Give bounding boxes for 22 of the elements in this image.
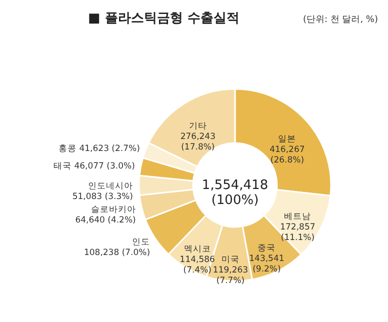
data-label: 114,586 (7.4%) [180, 255, 215, 276]
text: 1,554,418 (100%) [202, 178, 268, 208]
data-label: 416,267 (26.8%) [270, 144, 305, 166]
slice-label: 홍콩 41,623 (2.7%) [58, 144, 140, 154]
data-label: 119,263 (7.7%) [212, 265, 248, 286]
chart-title: ■ 플라스틱금형 수출실적 [88, 11, 240, 26]
data-label: 276,243 (17.8%) [180, 132, 216, 153]
slice-label: 태국 46,077 (3.0%) [54, 161, 135, 172]
slice-label: 일본 [278, 134, 296, 144]
slice-label: 기타 [188, 122, 207, 132]
data-label: 108,238 (7.0%) [84, 248, 150, 258]
chart-subtitle: (단위: 천 달러, %) [302, 15, 378, 25]
slice-label: 중국 [258, 243, 276, 254]
data-label: 64,640 (4.2%) [75, 215, 136, 226]
data-label: 143,541 (9.2%) [249, 254, 284, 274]
slice-label: 인도네시아 [88, 181, 133, 192]
slice-label: 미국 [221, 254, 240, 265]
data-label: 51,083 (3.3%) [72, 192, 133, 202]
slice-label: 멕시코 [184, 244, 211, 255]
slice-label: 베트남 [284, 212, 312, 222]
slice-label: 인도 [132, 237, 150, 248]
slice-label: 슬로바키아 [90, 204, 136, 215]
